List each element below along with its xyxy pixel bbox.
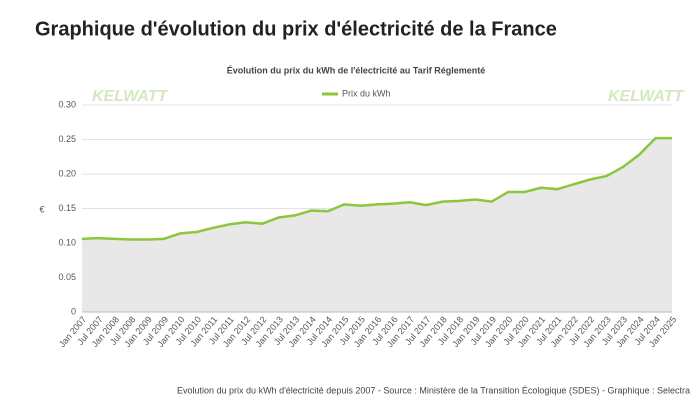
- watermark: KELWATT: [608, 88, 684, 105]
- area: [82, 138, 672, 312]
- chart-title: Évolution du prix du kWh de l'électricit…: [227, 65, 486, 75]
- y-tick-label: 0: [71, 306, 76, 316]
- y-tick-label: 0.20: [58, 168, 76, 178]
- y-tick-label: 0.15: [58, 203, 76, 213]
- watermark: KELWATT: [92, 88, 168, 105]
- line: [81, 136, 672, 241]
- y-tick-label: 0.10: [58, 237, 76, 247]
- y-axis-label: €: [39, 204, 44, 214]
- y-tick-label: 0.30: [58, 99, 76, 109]
- y-tick-label: 0.25: [58, 134, 76, 144]
- legend-label: Prix du kWh: [342, 88, 391, 98]
- y-tick-label: 0.05: [58, 272, 76, 282]
- page-title: Graphique d'évolution du prix d'électric…: [35, 18, 557, 40]
- source-note: Evolution du prix du kWh d'électricité d…: [177, 385, 690, 395]
